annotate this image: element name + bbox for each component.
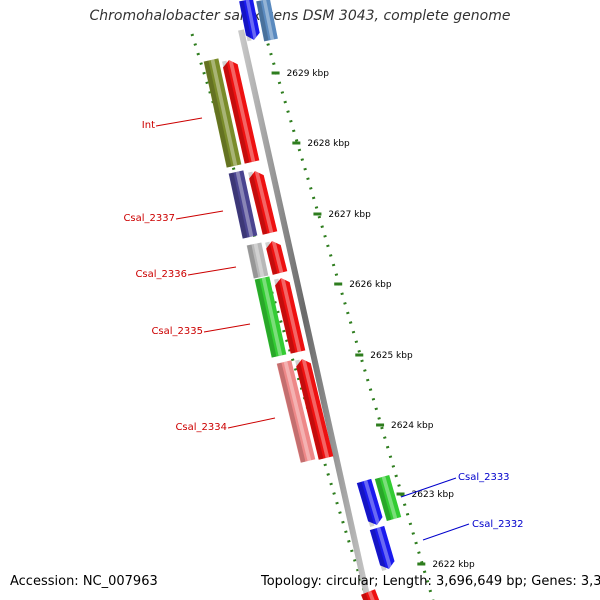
tick-label: 2624 kbp xyxy=(391,421,434,431)
cds-feature xyxy=(274,277,306,354)
leader-line xyxy=(203,323,251,333)
cds-feature xyxy=(356,478,383,528)
gene-feature xyxy=(254,276,287,358)
gene-label[interactable]: Csal_2337 xyxy=(123,213,175,224)
tick-label: 2626 kbp xyxy=(349,280,392,290)
gene-labels: Int Csal_2337 Csal_2336 Csal_2335 Csal_2334 C… xyxy=(123,117,524,541)
gene-features xyxy=(203,0,402,600)
gene-label[interactable]: Csal_2333 xyxy=(458,472,510,483)
gene-label[interactable]: Csal_2336 xyxy=(135,269,187,280)
gene-label[interactable]: Csal_2334 xyxy=(175,422,227,433)
accession-text: Accession: NC_007963 xyxy=(10,574,158,589)
tick-label: 2627 kbp xyxy=(328,210,371,220)
cds-feature xyxy=(369,525,395,572)
leader-line xyxy=(187,266,237,276)
tick-label: 2628 kbp xyxy=(307,139,350,149)
gene-label[interactable]: Int xyxy=(142,120,155,131)
genome-backbone xyxy=(238,29,371,600)
gene-label[interactable]: Csal_2332 xyxy=(472,519,524,530)
cds-feature xyxy=(222,59,260,164)
gene-feature xyxy=(276,360,316,463)
leader-line xyxy=(155,117,203,127)
cds-feature xyxy=(361,589,382,600)
cds-feature xyxy=(248,170,278,235)
cds-feature xyxy=(265,240,288,275)
gene-feature xyxy=(256,0,278,42)
gene-feature xyxy=(374,474,402,522)
leader-line xyxy=(175,210,224,220)
leader-line xyxy=(400,477,457,498)
gene-feature xyxy=(228,170,258,239)
scale-ticks: 2629 kbp 2628 kbp 2627 kbp 2626 kbp 2625 kbp… xyxy=(271,69,475,570)
cds-feature xyxy=(295,358,334,460)
tick-label: 2625 kbp xyxy=(370,351,413,361)
leader-line xyxy=(227,417,276,429)
cds-feature xyxy=(239,0,260,42)
tick-label: 2622 kbp xyxy=(432,560,475,570)
tick-label: 2629 kbp xyxy=(287,69,330,79)
gene-feature xyxy=(203,58,242,168)
gene-label[interactable]: Csal_2335 xyxy=(151,326,203,337)
gene-feature xyxy=(246,242,269,279)
tick-label: 2623 kbp xyxy=(412,490,455,500)
map-title: Chromohalobacter salexigens DSM 3043, co… xyxy=(89,8,511,24)
leader-line xyxy=(422,523,470,541)
genome-summary-text: Topology: circular; Length: 3,696,649 bp… xyxy=(261,574,600,589)
